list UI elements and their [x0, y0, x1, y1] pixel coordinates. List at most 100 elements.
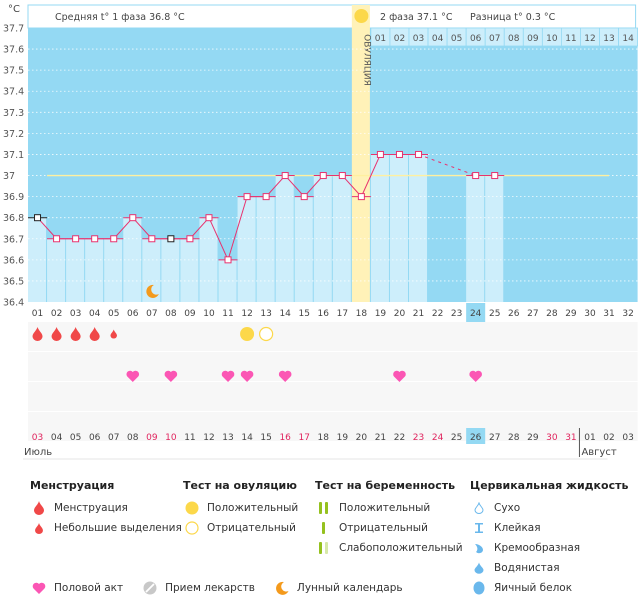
temperature-point — [186, 235, 194, 243]
temperature-bar — [389, 154, 408, 302]
legend-label: Водянистая — [494, 562, 560, 574]
cycle-day-label: 28 — [546, 309, 558, 319]
temperature-line-segment — [303, 175, 324, 197]
calendar-date-label: 30 — [546, 433, 558, 443]
cycle-day-label: 24 — [470, 309, 482, 319]
y-tick-label: 37.4 — [3, 87, 24, 98]
creamy-icon — [470, 542, 488, 554]
cycle-day-label: 22 — [432, 309, 443, 319]
blood-drop-icon — [51, 327, 62, 341]
moon-icon — [146, 284, 159, 298]
temperature-line-segment — [132, 217, 153, 240]
temperature-point — [129, 214, 137, 222]
temperature-point — [167, 235, 175, 243]
cycle-day-label: 17 — [337, 309, 348, 319]
temperature-bar — [409, 154, 428, 302]
heart-icon — [30, 582, 48, 594]
legend-item-ovulation-negative: Отрицательный — [183, 518, 298, 538]
calendar-date-label: 14 — [241, 433, 253, 443]
ovulation-test-positive-icon — [240, 327, 255, 341]
phase2-day-label: 11 — [565, 34, 576, 44]
legend-cervical-fluid: Цервикальная жидкость Сухо Клейкая Кремо… — [470, 479, 628, 598]
cycle-day-label: 09 — [184, 309, 196, 319]
legend-label: Положительный — [207, 502, 299, 514]
legend-label: Отрицательный — [339, 522, 428, 534]
dry-drop-icon — [470, 502, 488, 514]
pill-icon — [141, 581, 159, 595]
cycle-day-label: 18 — [356, 309, 368, 319]
calendar-date-label: 26 — [470, 433, 482, 443]
y-tick-label: 36.8 — [3, 213, 24, 224]
calendar-date-label: 02 — [603, 433, 614, 443]
legend-item-ovulation-positive: Положительный — [183, 498, 298, 518]
temperature-bar — [256, 196, 275, 302]
calendar-date-label: 13 — [222, 433, 233, 443]
phase1-average: Средняя t° 1 фаза 36.8 °C — [55, 12, 185, 23]
temperature-point — [357, 193, 365, 201]
phase2-day-label: 08 — [508, 34, 520, 44]
temperature-point — [319, 172, 327, 180]
cycle-day-label: 26 — [508, 309, 520, 319]
y-tick-label: 37.1 — [3, 150, 24, 161]
legend-menstruation: Менструация Менструация Небольшие выделе… — [30, 479, 182, 538]
temperature-bar — [142, 238, 161, 302]
calendar-date-label: 23 — [413, 433, 424, 443]
legend-label: Слабоположительный — [339, 542, 463, 554]
sticky-icon — [470, 522, 488, 534]
legend-label: Отрицательный — [207, 522, 296, 534]
legend-label: Положительный — [339, 502, 431, 514]
calendar-date-label: 31 — [565, 433, 576, 443]
temperature-point — [491, 172, 499, 180]
small-blood-drop-icon — [110, 329, 117, 339]
legend-label: Яичный белок — [494, 582, 573, 594]
phase2-day-label: 13 — [603, 34, 614, 44]
unit-label: °C — [8, 4, 20, 15]
temperature-point — [243, 193, 251, 201]
y-tick-label: 37.5 — [3, 66, 24, 77]
calendar-date-label: 04 — [51, 433, 63, 443]
temperature-line-segment — [284, 175, 305, 197]
calendar-date-label: 12 — [203, 433, 214, 443]
legend-ovulation-test-title: Тест на овуляцию — [183, 479, 297, 492]
cycle-day-label: 03 — [70, 309, 81, 319]
calendar-date-label: 16 — [279, 433, 291, 443]
blood-drop-icon — [30, 501, 48, 515]
legend-item-sticky: Клейкая — [470, 518, 628, 538]
temperature-point — [148, 235, 156, 243]
y-tick-label: 36.4 — [3, 298, 24, 309]
temperature-bar — [370, 154, 389, 302]
cycle-day-label: 10 — [203, 309, 215, 319]
temperature-line-segment — [265, 175, 286, 197]
legend-label: Менструация — [54, 502, 128, 514]
temperature-point — [262, 193, 270, 201]
calendar-date-label: 21 — [375, 433, 386, 443]
legend-item-moon: Лунный календарь — [273, 580, 403, 596]
legend-label: Сухо — [494, 502, 521, 514]
marker-row — [28, 412, 638, 441]
temperature-point — [91, 235, 99, 243]
temperature-bar — [104, 238, 123, 302]
y-tick-label: 37.6 — [3, 45, 24, 56]
calendar-date-label: 06 — [89, 433, 101, 443]
calendar-date-label: 24 — [432, 433, 444, 443]
hollow-circle-icon — [183, 521, 201, 535]
calendar-date-label: 11 — [184, 433, 195, 443]
cycle-day-label: 01 — [32, 309, 43, 319]
cycle-day-label: 14 — [279, 309, 291, 319]
y-tick-label: 37.2 — [3, 129, 24, 140]
phase2-day-label: 09 — [527, 34, 539, 44]
phase2-day-label: 01 — [375, 34, 386, 44]
temperature-point — [224, 256, 232, 264]
cycle-day-label: 16 — [318, 309, 330, 319]
temperature-difference: Разница t° 0.3 °C — [470, 12, 556, 23]
temperature-point — [395, 150, 403, 158]
legend-item-dry: Сухо — [470, 498, 628, 518]
heart-icon — [278, 370, 292, 382]
heart-icon — [469, 370, 482, 382]
legend-label: Кремообразная — [494, 542, 581, 554]
temperature-point — [72, 235, 80, 243]
temperature-line-segment — [418, 153, 476, 177]
legend-item-pregnancy-faint: Слабоположительный — [315, 538, 463, 558]
month-label: Август — [581, 447, 616, 458]
blood-drop-icon — [32, 327, 43, 341]
